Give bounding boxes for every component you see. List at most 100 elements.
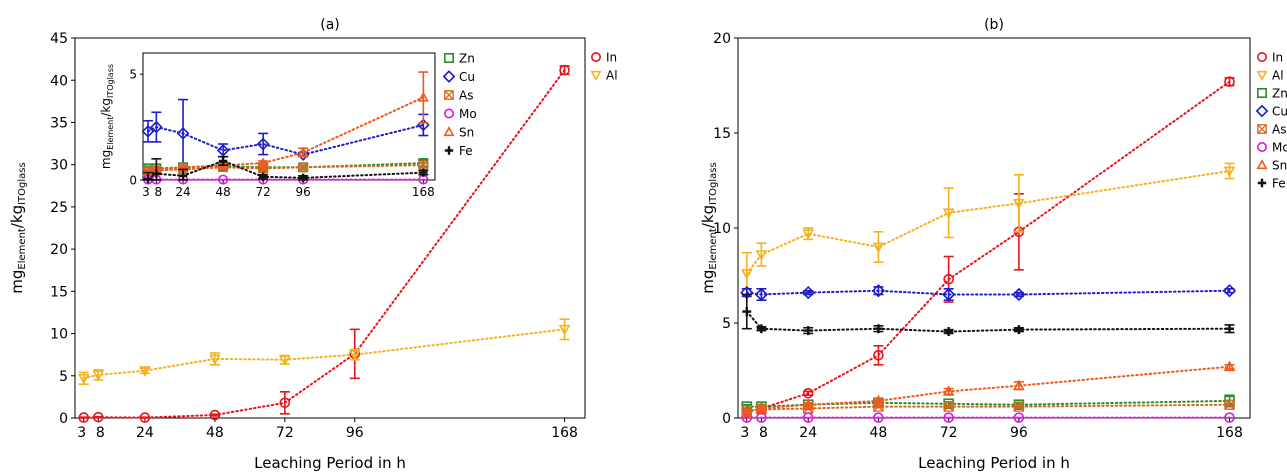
legend-item-cu: Cu <box>442 70 475 84</box>
data-point <box>258 172 268 182</box>
series-fe <box>741 293 1235 337</box>
legend-item-al: Al <box>590 68 618 82</box>
x-tick-label: 48 <box>870 425 888 441</box>
legend-marker <box>590 51 601 62</box>
data-point <box>873 349 884 361</box>
series-cu <box>740 284 1237 302</box>
legend-label: Mo <box>459 107 477 121</box>
error-bar <box>803 390 814 397</box>
legend-item-as: As <box>444 88 473 102</box>
data-point <box>218 174 229 185</box>
series-mo <box>741 412 1235 423</box>
x-tick-label: 24 <box>136 425 154 441</box>
legend-item-as: As <box>1257 122 1286 136</box>
legend-marker <box>443 126 455 137</box>
error-bar <box>559 318 570 341</box>
data-point <box>78 412 90 423</box>
series-line-as <box>745 403 1231 412</box>
legend-item-in: In <box>1257 50 1283 64</box>
x-tick-label: 72 <box>276 425 294 441</box>
data-point <box>297 146 309 157</box>
legend-label: Al <box>606 68 618 82</box>
y-tick-label: 0 <box>722 411 731 427</box>
legend-item-fe: Fe <box>1257 176 1286 190</box>
data-point <box>802 387 814 399</box>
chart-a: 3 8 24 48 72 96 168051015202530354045(a)Leachi… <box>8 17 618 472</box>
series-fe <box>143 155 429 184</box>
data-point <box>943 273 954 285</box>
y-tick-label: 15 <box>50 284 68 300</box>
error-bar <box>209 413 220 417</box>
data-point <box>872 394 885 406</box>
x-tick-label: 72 <box>940 425 958 441</box>
y-tick-label: 35 <box>50 115 68 131</box>
data-point <box>802 398 815 410</box>
x-tick-label: 24 <box>175 185 190 199</box>
data-point <box>1013 412 1025 423</box>
data-point <box>943 412 954 423</box>
data-point <box>278 355 291 366</box>
chart-b: 3 8 24 48 72 96 168 0 5 10 15 20 (b) Leaching Period … <box>699 17 1287 472</box>
x-tick-label: 96 <box>346 425 364 441</box>
x-tick-label: 3 <box>740 425 749 441</box>
y-tick-label: 5 <box>722 316 731 332</box>
legend: Zn Cu As Mo Sn Fe <box>442 51 477 158</box>
data-point <box>740 269 753 280</box>
data-point <box>802 229 815 240</box>
error-bar <box>93 415 104 419</box>
legend-marker <box>1256 159 1268 170</box>
data-point <box>1224 412 1235 423</box>
data-point <box>1224 76 1235 87</box>
data-point <box>558 324 571 336</box>
error-bar <box>418 71 429 124</box>
data-point <box>944 327 954 337</box>
error-bar <box>78 416 89 419</box>
y-axis-label: mgElement/kgITOglass <box>99 64 115 169</box>
x-tick-label: 8 <box>96 425 105 441</box>
data-point <box>257 157 269 168</box>
error-bar <box>1013 174 1024 233</box>
series-line-fe <box>745 310 1231 333</box>
error-bar <box>873 231 884 264</box>
legend-label: Al <box>1272 68 1284 82</box>
data-point <box>93 411 104 423</box>
legend-marker <box>1257 124 1267 134</box>
error-bar <box>258 132 269 156</box>
error-bar <box>873 344 884 366</box>
data-point <box>756 412 767 423</box>
x-tick-label: 168 <box>1216 425 1243 441</box>
data-point <box>418 160 429 171</box>
data-point <box>139 412 151 423</box>
plot-frame <box>74 37 586 419</box>
data-point <box>92 370 105 382</box>
legend-label: Sn <box>459 125 474 139</box>
data-point <box>139 366 151 377</box>
data-point <box>871 284 886 298</box>
legend-label: Fe <box>459 144 473 158</box>
x-tick-label: 72 <box>255 185 270 199</box>
legend-marker <box>444 90 454 100</box>
chart-title: (b) <box>984 17 1004 33</box>
y-tick-label: 10 <box>713 221 731 237</box>
legend-label: In <box>1272 50 1283 64</box>
legend-label: As <box>459 88 473 102</box>
data-point <box>178 171 188 180</box>
data-point <box>802 412 814 423</box>
data-point <box>77 373 90 385</box>
data-point <box>256 137 270 151</box>
legend-label: Mo <box>1272 140 1287 154</box>
data-point <box>298 173 308 183</box>
data-point <box>1013 198 1025 210</box>
x-tick-label: 48 <box>206 425 224 441</box>
y-tick-label: 45 <box>50 31 68 47</box>
data-point <box>209 354 221 366</box>
data-point <box>141 124 155 138</box>
x-tick-label: 48 <box>215 185 230 199</box>
series-line-al <box>745 170 1231 275</box>
data-point <box>1013 379 1025 391</box>
x-axis-label: Leaching Period in h <box>918 454 1070 472</box>
series-sn <box>740 360 1236 417</box>
x-axis-label: Leaching Period in h <box>254 454 406 472</box>
legend-marker <box>442 70 456 83</box>
y-tick-label: 30 <box>50 158 68 174</box>
